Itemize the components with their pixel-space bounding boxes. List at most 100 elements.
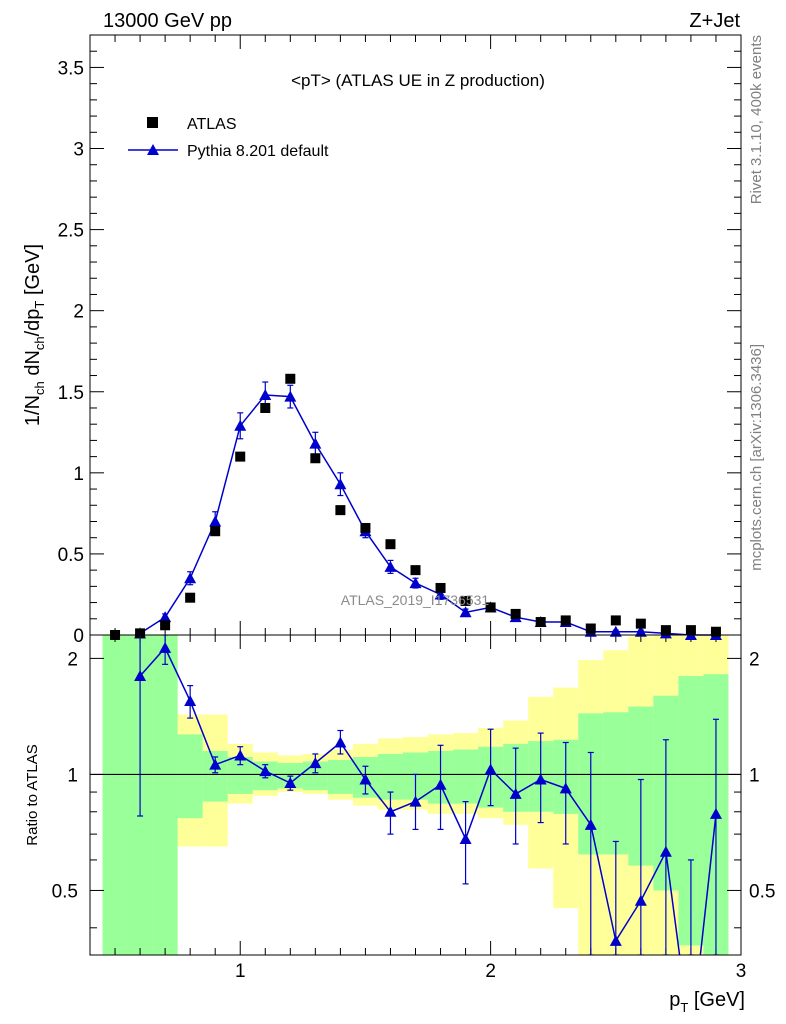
rivet-info-text: Rivet 3.1.10, 400k events xyxy=(748,35,765,204)
atlas-data-point xyxy=(135,628,146,639)
chart-title: <pT> (ATLAS UE in Z production) xyxy=(291,71,545,90)
x-tick-label: 1 xyxy=(235,961,246,982)
green-band-bin xyxy=(603,712,629,855)
mc-main-point xyxy=(259,389,272,400)
mc-ratio-point xyxy=(509,787,522,799)
x-tick-label: 2 xyxy=(485,961,496,982)
mc-main-point xyxy=(184,572,197,584)
main-y-tick-label: 3.5 xyxy=(58,58,84,79)
atlas-data-point xyxy=(585,623,596,634)
atlas-data-point xyxy=(410,565,421,576)
mc-ratio-point xyxy=(359,773,372,785)
atlas-data-point xyxy=(510,608,521,619)
mc-ratio-point xyxy=(609,934,622,946)
legend-atlas-label: ATLAS xyxy=(187,116,237,133)
mc-ratio-point xyxy=(159,641,172,653)
mc-ratio-point xyxy=(634,894,647,906)
atlas-data-point xyxy=(160,620,171,631)
atlas-data-point xyxy=(560,615,571,626)
mc-main-point xyxy=(284,390,297,402)
mc-ratio-point xyxy=(559,782,572,794)
green-band-bin xyxy=(102,635,128,955)
mc-ratio-point xyxy=(484,763,497,775)
mc-main-point xyxy=(634,625,647,637)
atlas-data-point xyxy=(310,453,321,464)
mc-main-point xyxy=(384,560,397,572)
ratio-y-right-tick-label: 0.5 xyxy=(749,881,775,902)
atlas-data-point xyxy=(535,617,546,628)
analysis-watermark: ATLAS_2019_I1736531 xyxy=(341,592,490,608)
atlas-data-point xyxy=(210,526,221,537)
legend-mc-marker xyxy=(147,144,159,155)
atlas-data-point xyxy=(285,373,296,384)
header-left-text: 13000 GeV pp xyxy=(103,10,232,32)
x-axis-label: pT [GeV] xyxy=(669,989,745,1015)
atlas-data-point xyxy=(260,402,271,413)
ratio-y-right-tick-label: 1 xyxy=(749,765,760,786)
mc-main-point xyxy=(309,437,322,449)
main-y-tick-label: 1.5 xyxy=(58,383,84,404)
mcplots-info-text: mcplots.cern.ch [arXiv:1306.3436] xyxy=(748,344,765,571)
mc-main-point xyxy=(159,611,172,623)
main-y-tick-label: 2 xyxy=(73,302,84,323)
atlas-data-point xyxy=(685,625,696,636)
green-band-bin xyxy=(152,635,178,955)
ratio-y-right-tick-label: 2 xyxy=(749,649,760,670)
legend-atlas-marker xyxy=(147,117,158,128)
mc-main-line xyxy=(139,394,716,636)
main-panel-axes: 0 0.5 1 1.5 2 2.5 3 3.5 xyxy=(58,34,742,647)
ratio-y-tick-label: 2 xyxy=(67,649,78,670)
atlas-data-point xyxy=(710,626,721,637)
mc-main-point xyxy=(409,577,422,589)
green-band-bin xyxy=(327,759,353,794)
atlas-data-point xyxy=(235,451,246,462)
ratio-panel-frame xyxy=(89,634,742,956)
atlas-data-point xyxy=(185,592,196,603)
mc-ratio-line xyxy=(139,646,717,955)
ratio-y-axis-label: Ratio to ATLAS xyxy=(24,744,41,845)
atlas-data-point xyxy=(335,505,346,516)
mc-main-point xyxy=(209,515,222,527)
mc-ratio-point xyxy=(709,807,722,819)
mc-main-point xyxy=(609,625,622,637)
mc-ratio-point xyxy=(334,736,347,748)
mc-ratio-point xyxy=(659,845,672,857)
main-y-tick-label: 0.5 xyxy=(58,545,84,566)
mc-ratio-point xyxy=(184,695,197,707)
mc-ratio-point xyxy=(459,832,472,844)
legend-mc-label: Pythia 8.201 default xyxy=(187,143,329,160)
atlas-data-point xyxy=(635,618,646,629)
mc-ratio-point xyxy=(134,670,147,682)
ratio-series-clipped xyxy=(134,635,722,955)
atlas-data-point xyxy=(435,582,446,593)
main-y-tick-label: 0 xyxy=(73,626,84,647)
green-band-bin xyxy=(177,734,203,819)
mc-main-point xyxy=(334,478,347,490)
header-right-text: Z+Jet xyxy=(689,10,740,32)
ratio-y-tick-label: 0.5 xyxy=(52,881,78,902)
atlas-data-point xyxy=(360,522,371,533)
mc-main-point xyxy=(234,419,247,431)
mc-ratio-point xyxy=(309,757,322,769)
ratio-y-tick-label: 1 xyxy=(67,765,78,786)
mc-ratio-point xyxy=(384,805,397,817)
green-band-bin xyxy=(453,749,479,804)
atlas-data-point xyxy=(460,595,471,606)
main-y-tick-label: 3 xyxy=(73,140,84,161)
main-y-tick-label: 2.5 xyxy=(58,221,84,242)
mc-ratio-point xyxy=(534,773,547,785)
main-y-axis-label: 1/Nch dNch/dpT [GeV] xyxy=(22,244,47,426)
atlas-data-point xyxy=(660,625,671,636)
atlas-data-point xyxy=(385,539,396,550)
main-y-tick-label: 1 xyxy=(73,464,84,485)
mc-ratio-point xyxy=(284,777,297,789)
ratio-panel-series xyxy=(134,635,722,955)
mc-ratio-point xyxy=(234,749,247,761)
atlas-data-point xyxy=(610,615,621,626)
mc-main-point xyxy=(434,588,447,600)
mc-ratio-point xyxy=(259,765,272,777)
mc-ratio-point xyxy=(434,778,447,790)
x-tick-label: 3 xyxy=(736,961,747,982)
mc-main-point xyxy=(459,606,472,618)
